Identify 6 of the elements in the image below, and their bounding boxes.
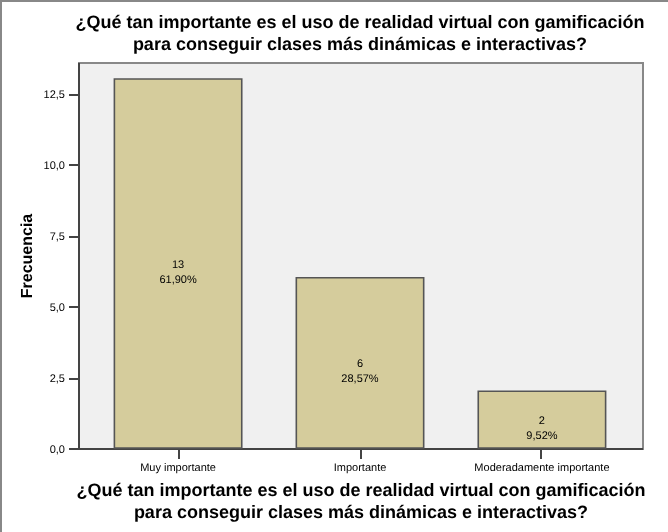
x-axis-title: ¿Qué tan importante es el uso de realidad virtual con gamificación para conseguir clases más dinámicas e interactivas?	[76, 480, 646, 522]
chart-title: ¿Qué tan importante es el uso de realidad virtual con gamificación para conseguir clases más dinámicas e interactivas?	[75, 12, 645, 54]
bar	[477, 390, 607, 449]
bar	[295, 276, 425, 449]
bar	[113, 78, 243, 449]
y-axis-title: Frecuencia	[17, 212, 36, 299]
